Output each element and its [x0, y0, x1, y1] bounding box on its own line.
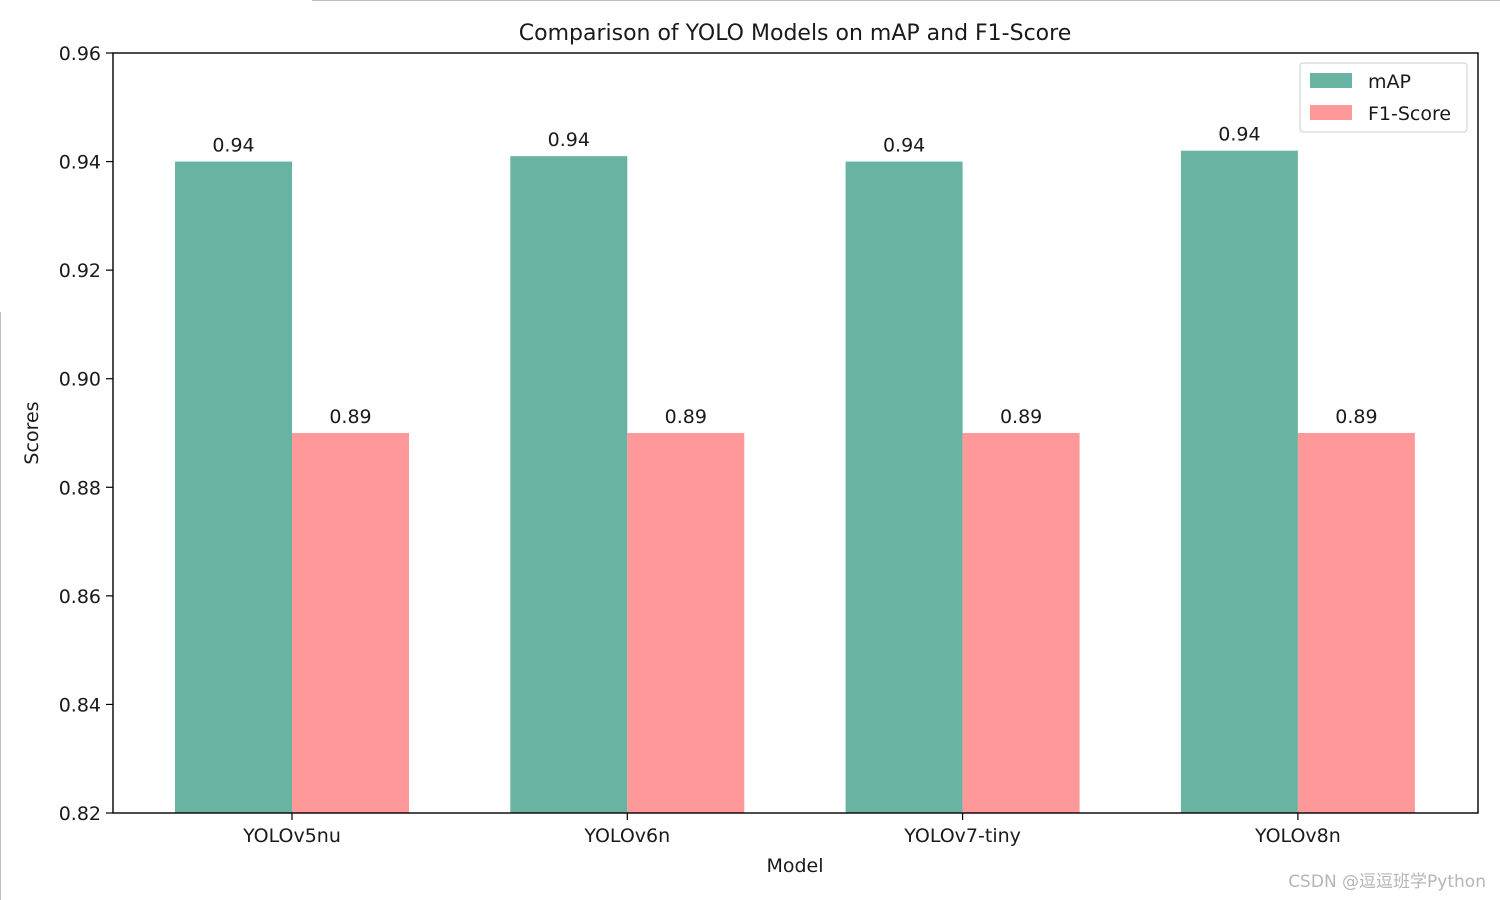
- y-tick-label: 0.84: [59, 694, 101, 716]
- screenshot-left-edge: [0, 312, 1, 900]
- watermark-text: CSDN @逗逗班学Python: [1288, 872, 1486, 892]
- x-tick-label: YOLOv5nu: [242, 825, 341, 847]
- bar-value-label: 0.89: [1000, 406, 1042, 428]
- plot-area-frame: [112, 52, 1479, 814]
- x-tick-label: YOLOv6n: [583, 825, 670, 847]
- bar-f1-score: [292, 433, 409, 813]
- legend-swatch-f1-score: [1310, 105, 1352, 120]
- bar-value-labels: 0.94 0.94 0.94 0.94 0.89 0.89 0.89 0.89: [212, 124, 1377, 428]
- y-tick-label: 0.96: [59, 43, 101, 65]
- bar-value-label: 0.94: [883, 135, 925, 157]
- y-axis-label: Scores: [21, 401, 43, 464]
- chart-title: Comparison of YOLO Models on mAP and F1-…: [519, 21, 1071, 46]
- bar-value-label: 0.89: [329, 406, 371, 428]
- screenshot-top-edge: [312, 0, 1500, 1]
- y-tick-label: 0.90: [59, 369, 101, 391]
- bar-map: [510, 156, 628, 814]
- y-tick-label: 0.88: [59, 477, 101, 499]
- bar-marks: [175, 150, 1415, 814]
- legend-label-map: mAP: [1368, 71, 1411, 93]
- y-tick-label: 0.92: [59, 260, 101, 282]
- y-tick-label: 0.86: [59, 586, 101, 608]
- y-axis-ticks: 0.82 0.84 0.86 0.88 0.90 0.92 0.94 0.96: [59, 43, 113, 825]
- bar-f1-score: [962, 433, 1080, 813]
- x-tick-label: YOLOv7-tiny: [903, 825, 1021, 847]
- bar-value-label: 0.89: [665, 406, 707, 428]
- bar-value-label: 0.94: [212, 135, 254, 157]
- bar-f1-score: [1297, 433, 1415, 813]
- legend: mAP F1-Score: [1299, 62, 1468, 133]
- bar-f1-score: [627, 433, 745, 813]
- bar-value-label: 0.94: [1218, 124, 1260, 146]
- bar-map: [845, 161, 963, 814]
- bar-map: [1180, 150, 1298, 813]
- x-tick-label: YOLOv8n: [1254, 825, 1341, 847]
- x-axis-label: Model: [766, 855, 823, 877]
- legend-label-f1-score: F1-Score: [1368, 103, 1451, 125]
- bar-map: [175, 161, 292, 814]
- bar-value-label: 0.94: [548, 129, 590, 151]
- x-axis-ticks: YOLOv5nu YOLOv6n YOLOv7-tiny YOLOv8n: [242, 813, 1341, 847]
- y-tick-label: 0.82: [59, 803, 101, 825]
- legend-swatch-map: [1310, 73, 1352, 88]
- y-tick-label: 0.94: [59, 152, 101, 174]
- bar-value-label: 0.89: [1335, 406, 1377, 428]
